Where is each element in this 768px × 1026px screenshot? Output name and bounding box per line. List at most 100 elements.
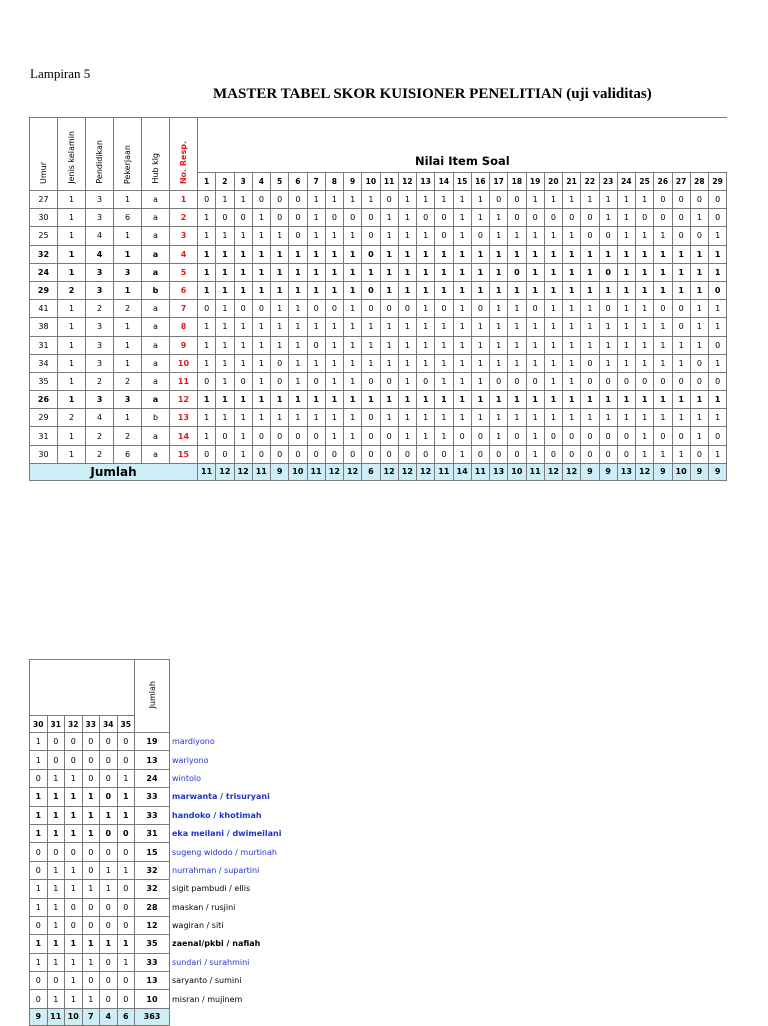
item-score-cell: 1 — [81, 952, 100, 973]
item-score-cell: 1 — [488, 426, 509, 446]
table-row: 1 0 0 0 0 0 19 mardiyono — [29, 731, 320, 752]
pekerjaan-cell: 3 — [113, 262, 142, 282]
item-score-cell: 1 — [634, 189, 655, 210]
item-score-cell: 1 — [598, 390, 618, 410]
item-score-cell: 0 — [598, 262, 618, 282]
item-score-cell: 1 — [64, 860, 83, 881]
item-score-cell: 0 — [689, 371, 710, 392]
item-score-cell: 1 — [561, 299, 582, 319]
item-score-cell: 1 — [525, 444, 545, 464]
jumlah-value: 9 — [598, 462, 618, 481]
item-score-cell: 0 — [233, 299, 253, 319]
item-score-cell: 0 — [379, 299, 399, 319]
item-score-cell: 0 — [29, 989, 48, 1009]
item-score-cell: 1 — [306, 317, 326, 337]
resp-number-cell: 14 — [169, 426, 198, 446]
item-score-cell: 1 — [288, 317, 308, 337]
item-score-cell: 1 — [543, 353, 564, 373]
jenis-kelamin-cell: 1 — [57, 317, 86, 337]
item-number: 7 — [306, 172, 326, 191]
item-score-cell: 1 — [689, 335, 710, 355]
item-score-cell: 1 — [707, 244, 728, 264]
item-score-cell: 0 — [46, 750, 65, 770]
item-score-cell: 1 — [324, 280, 345, 301]
item-score-cell: 1 — [488, 408, 509, 428]
table-row: 1 1 0 0 0 0 28 maskan / rusjini — [29, 897, 320, 917]
item-score-cell: 1 — [488, 317, 509, 337]
item-score-cell: 0 — [251, 299, 272, 319]
resp-number-cell: 6 — [169, 280, 198, 301]
item-score-cell: 0 — [580, 353, 600, 373]
pekerjaan-cell: 1 — [113, 335, 142, 355]
item-score-cell: 1 — [580, 262, 600, 282]
jumlah-column-header: Jumlah — [134, 659, 170, 733]
item-score-cell: 1 — [415, 280, 436, 301]
item-score-cell: 1 — [470, 262, 491, 282]
item-score-cell: 1 — [634, 444, 655, 464]
item-score-cell: 1 — [707, 299, 728, 319]
jumlah-value: 9 — [689, 462, 710, 481]
item-score-cell: 1 — [580, 317, 600, 337]
item-score-cell: 1 — [616, 208, 637, 228]
item-score-cell: 1 — [379, 408, 399, 428]
item-score-cell: 1 — [707, 408, 728, 428]
respondent-name: sigit pambudi / ellis — [172, 884, 251, 894]
item-score-cell: 1 — [64, 879, 83, 899]
item-score-cell: 1 — [598, 353, 618, 373]
item-score-cell: 1 — [397, 189, 418, 210]
item-score-cell: 0 — [99, 787, 118, 807]
jumlah-value: 13 — [488, 462, 509, 481]
table-row: 0 1 1 1 0 0 10 misran / mujinem — [29, 989, 320, 1009]
item-score-cell: 1 — [46, 787, 65, 807]
item-score-cell: 1 — [361, 189, 381, 210]
item-score-cell: 1 — [306, 244, 326, 264]
table-row: 32 1 4 1 a 4 1 1 1 1 1 1 1 1 1 0 1 1 1 1 1 1 1 1 1 1 1 1 1 1 1 1 1 1 1 — [29, 244, 728, 264]
item-score-cell: 1 — [543, 189, 564, 210]
row-total-cell: 13 — [134, 750, 170, 770]
hub-klg-cell: a — [141, 244, 170, 264]
item-score-cell: 1 — [452, 317, 472, 337]
item-score-cell: 1 — [653, 335, 673, 355]
item-score-cell: 0 — [598, 226, 618, 246]
item-score-cell: 1 — [452, 390, 472, 410]
item-score-cell: 0 — [361, 371, 381, 392]
item-score-cell: 1 — [379, 353, 399, 373]
item-score-cell: 0 — [689, 226, 710, 246]
item-score-cell: 1 — [251, 371, 272, 392]
table-row: 38 1 3 1 a 8 1 1 1 1 1 1 1 1 1 1 1 1 1 1 1 1 1 1 1 1 1 1 1 1 1 1 0 1 1 — [29, 317, 728, 337]
item-score-cell: 0 — [379, 444, 399, 464]
item-score-cell: 0 — [116, 823, 135, 844]
item-score-cell: 1 — [269, 226, 290, 246]
item-score-cell: 1 — [116, 805, 135, 825]
resp-number-cell: 3 — [169, 226, 198, 246]
pendidikan-cell: 3 — [85, 262, 114, 282]
item-score-cell: 1 — [415, 317, 436, 337]
jumlah-value: 12 — [233, 462, 253, 481]
item-score-cell: 0 — [361, 444, 381, 464]
item-score-cell: 0 — [671, 317, 691, 337]
item-score-cell: 1 — [324, 371, 345, 392]
pendidikan-cell: 3 — [85, 335, 114, 355]
jumlah-value: 11 — [196, 462, 217, 481]
item-score-cell: 0 — [116, 971, 135, 991]
row-total-cell: 15 — [134, 842, 170, 862]
item-score-cell: 1 — [251, 244, 272, 264]
item-score-cell: 1 — [324, 226, 345, 246]
respondent-name: saryanto / sumini — [172, 976, 242, 986]
umur-cell: 29 — [29, 280, 58, 301]
table-row: 24 1 3 3 a 5 1 1 1 1 1 1 1 1 1 1 1 1 1 1 1 1 1 0 1 1 1 1 0 1 1 1 1 1 1 — [29, 262, 728, 282]
item-score-cell: 1 — [543, 262, 564, 282]
jumlah-value: 10 — [507, 462, 527, 481]
jumlah-value: 9 — [269, 462, 290, 481]
item-score-cell: 1 — [488, 390, 509, 410]
hub-klg-cell: a — [141, 390, 170, 410]
item-score-cell: 0 — [306, 426, 326, 446]
item-score-cell: 0 — [288, 189, 308, 210]
item-score-cell: 1 — [215, 335, 235, 355]
item-score-cell: 1 — [543, 317, 564, 337]
column-header: Umur — [29, 117, 58, 191]
jumlah-value: 12 — [324, 462, 345, 481]
item-score-cell: 1 — [288, 371, 308, 392]
item-score-cell: 1 — [616, 226, 637, 246]
item-score-cell: 1 — [342, 317, 363, 337]
